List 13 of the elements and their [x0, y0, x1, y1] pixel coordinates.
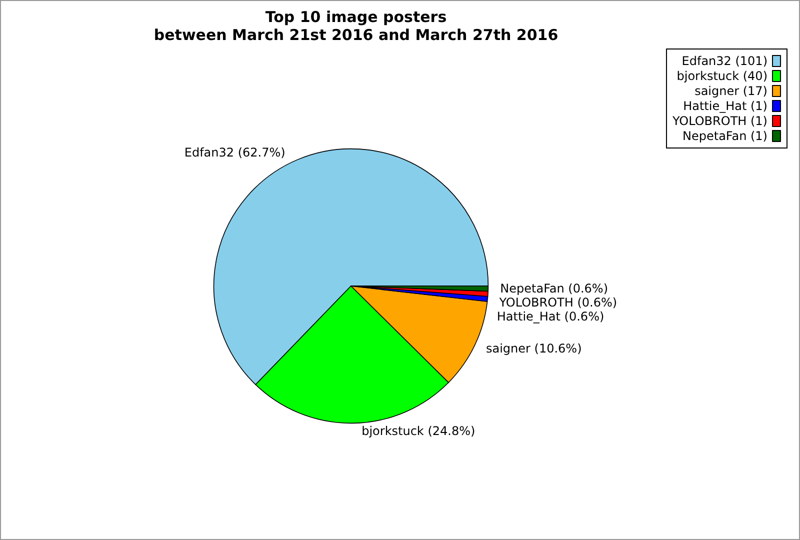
data-label: YOLOBROTH (0.6%): [498, 296, 618, 310]
legend-label: saigner (17): [694, 84, 768, 98]
data-label: bjorkstuck (24.8%): [362, 424, 476, 438]
chart-title: Top 10 image posters between March 21st 2016 and March 27th 2016: [154, 8, 558, 44]
legend-label: Edfan32 (101): [682, 54, 768, 68]
legend-label: bjorkstuck (40): [676, 69, 768, 83]
legend-label: NepetaFan (1): [682, 129, 768, 143]
data-label: NepetaFan (0.6%): [500, 282, 608, 296]
data-label: Hattie_Hat (0.6%): [496, 310, 604, 324]
legend-label: YOLOBROTH (1): [671, 114, 768, 128]
data-label: Edfan32 (62.7%): [184, 145, 286, 160]
legend-label: Hattie_Hat (1): [683, 99, 768, 113]
data-label: saigner (10.6%): [486, 342, 582, 356]
